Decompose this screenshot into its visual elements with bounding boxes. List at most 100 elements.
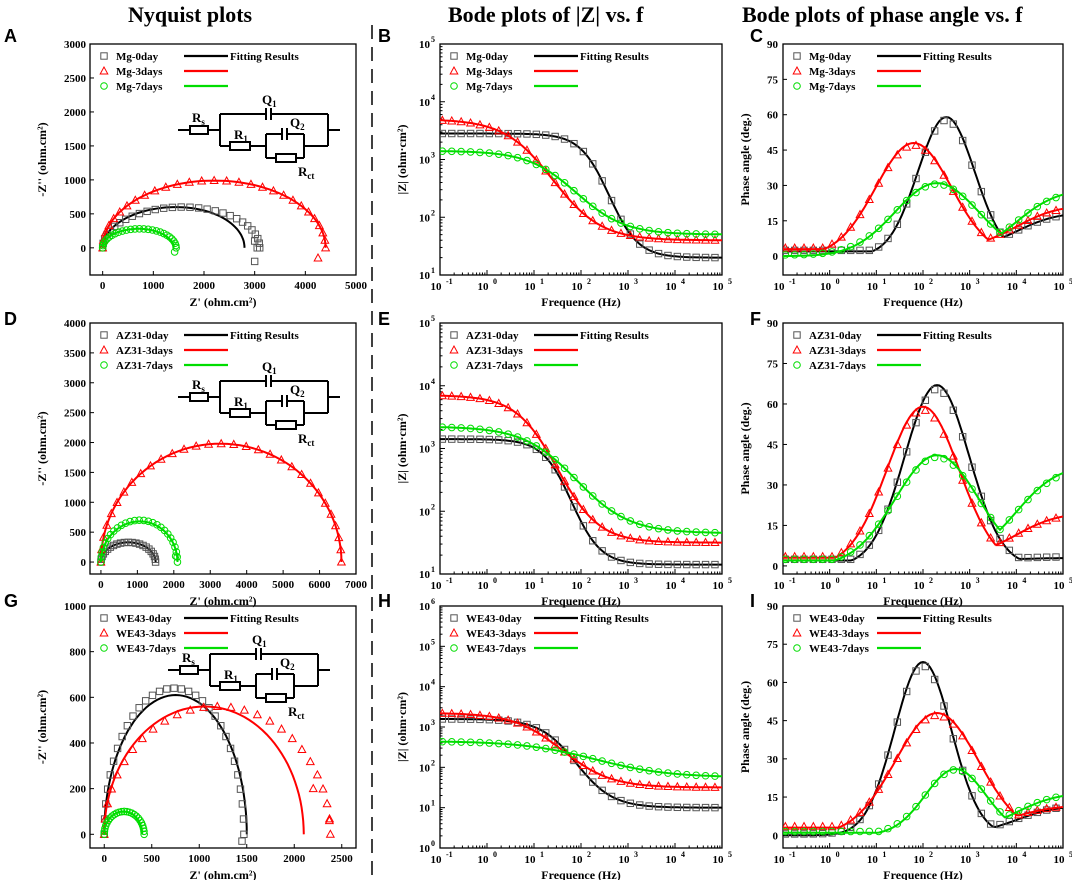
data-layer (440, 390, 722, 569)
data-point (607, 507, 616, 515)
data-point (912, 188, 920, 197)
data-point (691, 782, 701, 791)
data-point (155, 687, 164, 696)
data-point (559, 476, 570, 485)
x-tick-label: 3000 (244, 280, 267, 292)
data-point (828, 555, 836, 564)
y-tick-label: 10 (419, 318, 431, 330)
data-point (664, 769, 672, 777)
data-point (930, 412, 940, 422)
data-point (672, 537, 682, 546)
data-point (783, 555, 790, 564)
data-point (140, 516, 148, 525)
data-point (97, 553, 106, 561)
data-point (466, 148, 475, 156)
data-point (654, 560, 663, 568)
data-point (800, 827, 808, 836)
x-tick-label: 10 (774, 580, 786, 592)
data-point (856, 827, 864, 836)
x-axis-label: Frequence (Hz) (541, 868, 620, 880)
x-tick-label: 5000 (272, 579, 295, 591)
data-point (1052, 193, 1060, 202)
x-tick-exp: 5 (1069, 576, 1072, 585)
data-point (837, 552, 846, 561)
data-point (141, 697, 150, 705)
data-point (828, 827, 836, 836)
data-point (977, 809, 986, 818)
data-point (597, 770, 607, 779)
data-point (893, 206, 902, 214)
x-tick-label: 6000 (309, 579, 332, 591)
data-point (296, 469, 307, 479)
data-point (874, 243, 883, 251)
circuit-rs-resistor (179, 665, 199, 675)
x-axis-label: Frequence (Hz) (883, 868, 962, 880)
y-tick-label: 10 (419, 444, 431, 456)
y-tick-label: 60 (767, 399, 779, 411)
x-tick-exp: 0 (493, 277, 497, 286)
y-tick-label: 90 (767, 318, 779, 330)
data-point (783, 251, 790, 259)
data-point (226, 744, 235, 753)
x-tick-label: 2000 (163, 579, 186, 591)
circuit-label-q2-main: Q (290, 382, 300, 397)
data-point (930, 675, 939, 684)
data-point (320, 498, 330, 507)
data-point (958, 471, 967, 480)
x-tick-exp: 4 (681, 576, 685, 585)
data-point (1032, 519, 1042, 528)
data-point (578, 760, 588, 769)
legend-fitting-label: Fitting Results (923, 613, 992, 625)
data-point (976, 761, 986, 771)
data-point (930, 127, 939, 135)
data-point (846, 548, 855, 556)
data-point (560, 464, 569, 473)
data-point (818, 827, 827, 836)
data-point (440, 435, 447, 443)
data-point (654, 228, 663, 236)
data-point (149, 550, 157, 558)
data-point (485, 739, 494, 747)
data-point (996, 820, 1004, 829)
data-point (976, 227, 986, 237)
data-point (1014, 806, 1023, 815)
data-point (949, 766, 958, 774)
data-point (588, 492, 597, 500)
data-point (865, 531, 874, 540)
data-point (135, 209, 144, 218)
legend-label: WE43-7days (466, 643, 527, 655)
data-point (457, 147, 465, 156)
data-point (512, 137, 523, 146)
data-point (148, 691, 157, 700)
x-tick-exp: 1 (882, 850, 886, 859)
x-tick-label: 10 (478, 580, 490, 592)
data-point (836, 232, 846, 241)
data-point (958, 433, 967, 441)
fit-line-Mg-0day (783, 116, 1063, 253)
data-point (143, 207, 151, 216)
data-point (856, 541, 864, 549)
data-point (140, 827, 148, 836)
data-point (325, 829, 335, 838)
data-point (320, 235, 330, 244)
data-point (939, 429, 949, 438)
x-tick-label: 2500 (331, 853, 354, 865)
y-axis-label: |Z| (ohm·cm²) (395, 414, 409, 484)
circuit-label-rct-main: R (288, 704, 298, 719)
y-tick-exp: 1 (431, 799, 435, 808)
data-point (940, 702, 948, 710)
data-point (958, 767, 967, 776)
data-point (128, 212, 136, 220)
data-point (97, 558, 105, 566)
data-point (330, 520, 341, 530)
data-point (902, 448, 911, 456)
legend-label: WE43-3days (116, 628, 177, 640)
y-tick-label: 0 (81, 829, 87, 841)
circuit-rct-resistor (275, 153, 297, 163)
data-point (606, 527, 617, 536)
x-tick-label: 10 (820, 281, 832, 293)
data-point (625, 778, 635, 787)
legend-label: Mg-0day (466, 51, 509, 63)
data-point (1014, 226, 1023, 234)
y-tick-label: 10 (419, 601, 431, 613)
